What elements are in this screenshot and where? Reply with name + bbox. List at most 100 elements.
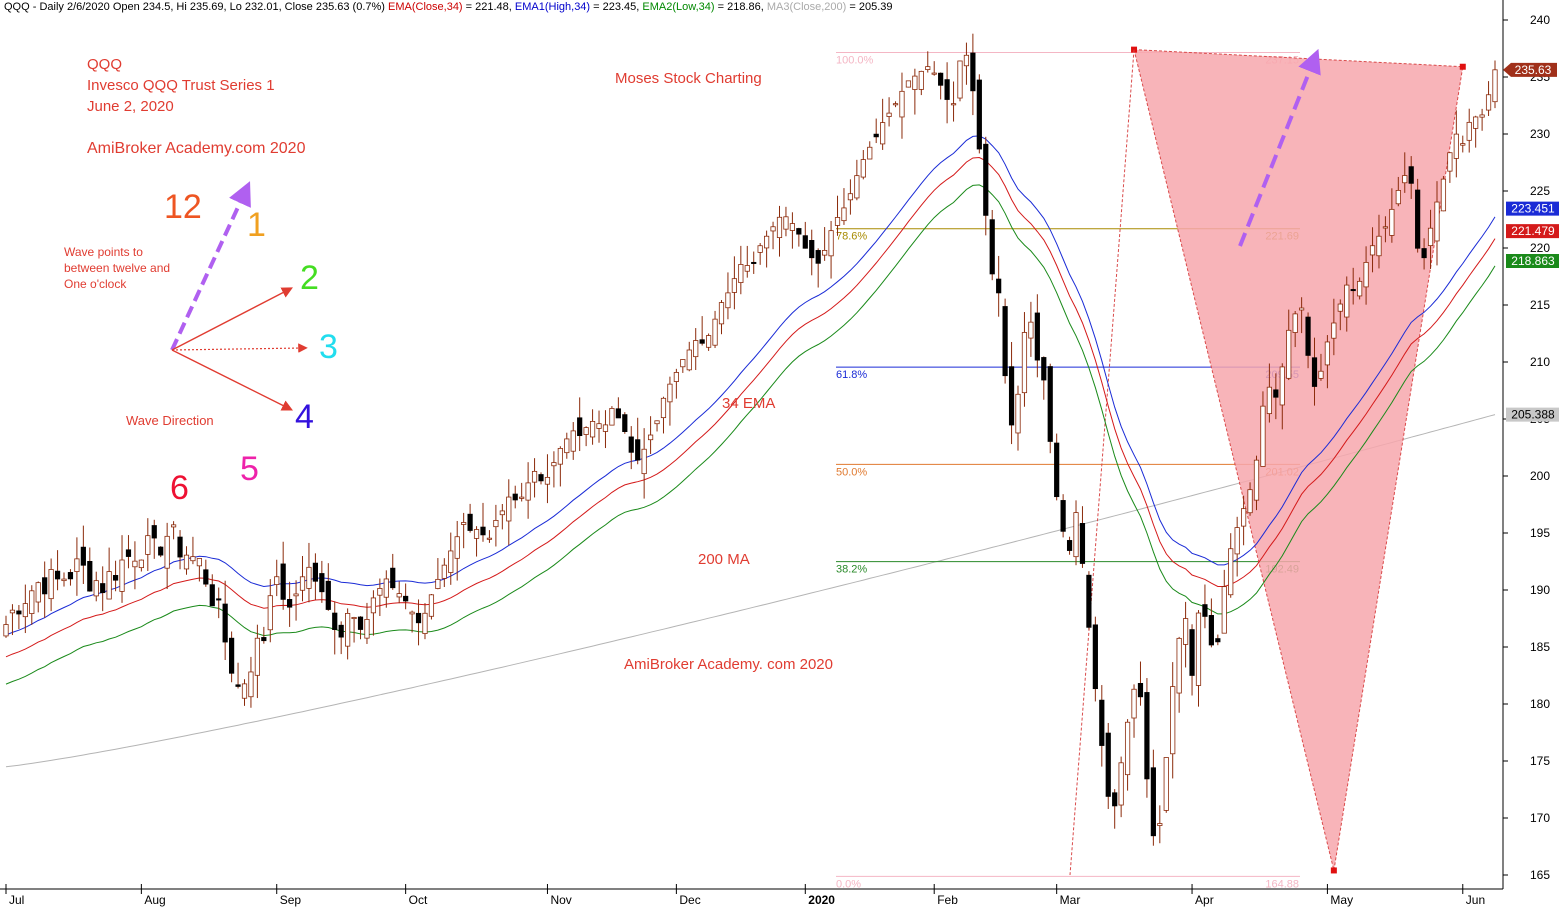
candle-body <box>67 572 74 580</box>
y-tick-label: 165 <box>1530 868 1550 882</box>
candle-body <box>1047 366 1053 442</box>
candle-body <box>1376 235 1382 257</box>
candle-body <box>48 569 54 600</box>
candle-body <box>306 566 312 589</box>
fib-value-label: 164.88 <box>1265 878 1299 890</box>
candle-body <box>1318 370 1324 379</box>
candle-body <box>441 564 447 579</box>
candle-body <box>1144 692 1150 780</box>
header-part: MA3(Close,200) <box>766 1 847 13</box>
candle-body <box>377 588 383 596</box>
y-tick-label: 240 <box>1530 13 1550 27</box>
clock-arrow-3 <box>171 343 308 353</box>
candle-body <box>712 318 718 346</box>
candle-body <box>183 554 190 570</box>
candle-body <box>415 612 422 624</box>
candle-body <box>1208 615 1214 646</box>
y-tick-label: 170 <box>1530 811 1550 825</box>
clock-number-6: 6 <box>170 469 189 507</box>
candle-body <box>274 576 280 585</box>
candle-body <box>370 597 377 614</box>
candle-body <box>577 417 583 437</box>
candle-body <box>1389 208 1395 236</box>
candle-body <box>351 617 357 620</box>
candle-body <box>628 436 634 453</box>
candle-body <box>1324 341 1331 366</box>
candle-body <box>1157 823 1163 826</box>
price-box: 221.479 <box>1506 224 1559 239</box>
candle-body <box>892 103 899 106</box>
candle-body <box>718 302 725 325</box>
price-box-label: 223.451 <box>1511 202 1555 216</box>
candle-body <box>931 72 937 75</box>
date-label: June 2, 2020 <box>87 98 174 115</box>
candle-body <box>241 683 248 699</box>
candle-body <box>345 613 351 647</box>
candle-body <box>1363 261 1369 288</box>
candle-body <box>1176 637 1182 694</box>
candle-body <box>854 175 860 199</box>
candle-body <box>738 264 744 283</box>
candle-body <box>158 546 164 556</box>
clock-arrow-2 <box>171 287 293 351</box>
candle-body <box>506 496 512 522</box>
candle-body <box>42 577 48 595</box>
candle-body <box>622 414 628 432</box>
candle-body <box>1028 321 1034 339</box>
candle-body <box>467 513 473 531</box>
header-part: QQQ - Daily 2/6/2020 Open 234.5, Hi 235.… <box>4 1 389 13</box>
candle-body <box>299 576 306 591</box>
candle-body <box>80 546 86 566</box>
x-tick-label: May <box>1330 893 1353 907</box>
header-part: = 221.48, <box>462 1 515 13</box>
candle-body <box>1189 629 1195 676</box>
candle-body <box>1369 245 1376 256</box>
candle-body <box>448 550 454 573</box>
candle-body <box>1105 732 1111 797</box>
candle-body <box>383 578 389 598</box>
fib-percent-label: 78.6% <box>836 231 867 243</box>
candle-body <box>357 616 364 630</box>
candle-body <box>125 549 132 557</box>
price-box-label: 218.863 <box>1511 254 1555 268</box>
candle-body <box>1382 226 1389 229</box>
candle-body <box>480 526 486 536</box>
x-tick-label: Feb <box>937 893 958 907</box>
candle-body <box>100 583 106 594</box>
candle-body <box>789 223 795 231</box>
candle-body <box>1350 289 1356 292</box>
candle-body <box>647 434 654 441</box>
candle-body <box>1066 540 1073 551</box>
clock-number-12: 12 <box>164 188 202 226</box>
x-tick-label: Aug <box>144 893 165 907</box>
wave-direction-label: Wave Direction <box>126 413 214 428</box>
fib-percent-label: 38.2% <box>836 564 867 576</box>
header-part: EMA2(Low,34) <box>642 1 715 13</box>
pivot-marker <box>1330 867 1337 874</box>
candle-body <box>1466 121 1472 141</box>
header-part: = 218.86, <box>714 1 767 13</box>
candle-body <box>886 112 892 117</box>
candle-body <box>312 562 319 582</box>
fib-percent-label: 61.8% <box>836 369 867 381</box>
candle-body <box>970 52 976 92</box>
y-tick-label: 190 <box>1530 583 1550 597</box>
x-tick-label: Dec <box>679 893 700 907</box>
candle-body <box>428 594 435 617</box>
candle-body <box>170 524 177 528</box>
candle-body <box>248 671 254 698</box>
candle-body <box>61 578 67 582</box>
candle-body <box>403 595 409 602</box>
candle-body <box>16 610 22 615</box>
candle-body <box>1112 792 1118 807</box>
candle-body <box>267 595 273 631</box>
candle-body <box>531 470 538 483</box>
wave-points-label: Wave points to between twelve and One o'… <box>64 245 171 291</box>
candle-body <box>570 430 576 452</box>
candle-body <box>1008 366 1015 426</box>
candle-body <box>1395 189 1401 205</box>
candle-body <box>950 103 957 106</box>
candle-body <box>744 265 750 272</box>
candle-body <box>1137 683 1144 698</box>
